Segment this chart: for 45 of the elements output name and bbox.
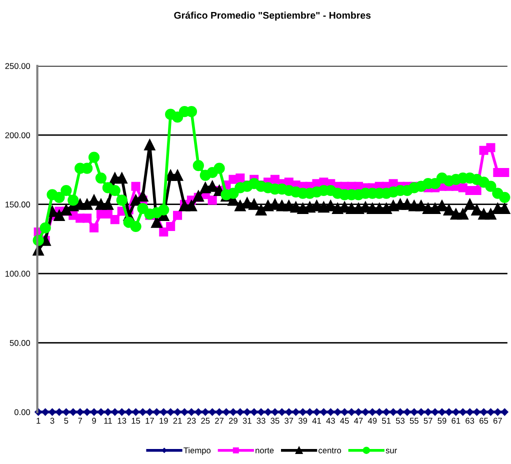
x-tick-label: 13 <box>118 418 126 424</box>
y-tick-label: 0.00 <box>14 409 30 416</box>
x-tick-label: 17 <box>146 418 154 424</box>
x-tick-label: 57 <box>424 418 432 424</box>
y-tick-label: 150.00 <box>6 202 30 208</box>
x-tick-label: 11 <box>104 418 112 424</box>
x-tick-label: 29 <box>229 418 238 424</box>
y-tick-label: 100.00 <box>6 270 30 277</box>
x-tick-label: 39 <box>298 418 308 424</box>
x-tick-label: 5 <box>64 418 68 424</box>
x-tick-label: 7 <box>78 418 82 424</box>
x-tick-label: 55 <box>410 418 418 424</box>
legend-label: norte <box>256 448 274 454</box>
x-tick-label: 1 <box>36 418 40 424</box>
x-tick-label: 41 <box>312 418 321 424</box>
x-tick-label: 3 <box>50 418 54 424</box>
x-tick-label: 47 <box>354 418 363 424</box>
x-tick-label: 53 <box>396 418 405 424</box>
chart-title: Gráfico Promedio "Septiembre" - Hombres <box>174 12 371 21</box>
x-tick-label: 59 <box>438 418 446 424</box>
y-tick-label: 50.00 <box>10 340 30 346</box>
x-tick-label: 49 <box>368 418 377 424</box>
x-tick-label: 43 <box>326 418 335 424</box>
x-tick-label: 25 <box>201 418 210 424</box>
x-tick-label: 31 <box>242 418 252 424</box>
y-tick-label: 200.00 <box>5 132 30 138</box>
x-tick-label: 37 <box>284 418 294 424</box>
x-tick-label: 21 <box>173 418 182 424</box>
x-tick-label: 19 <box>160 418 168 424</box>
legend-label: sur <box>386 448 397 454</box>
legend-label: centro <box>318 448 342 454</box>
x-tick-label: 35 <box>270 418 280 424</box>
x-tick-label: 23 <box>187 418 196 424</box>
x-tick-label: 51 <box>382 418 391 424</box>
x-tick-label: 15 <box>132 418 140 424</box>
x-tick-label: 33 <box>256 418 266 424</box>
legend-label: Tiempo <box>184 447 211 455</box>
y-tick-label: 250.00 <box>5 63 30 69</box>
x-tick-label: 65 <box>480 418 488 424</box>
x-tick-label: 63 <box>466 418 474 424</box>
x-tick-label: 9 <box>92 418 96 424</box>
x-tick-label: 61 <box>452 418 460 424</box>
x-tick-label: 67 <box>493 418 502 424</box>
x-tick-label: 45 <box>340 418 349 424</box>
x-tick-label: 27 <box>215 418 224 424</box>
